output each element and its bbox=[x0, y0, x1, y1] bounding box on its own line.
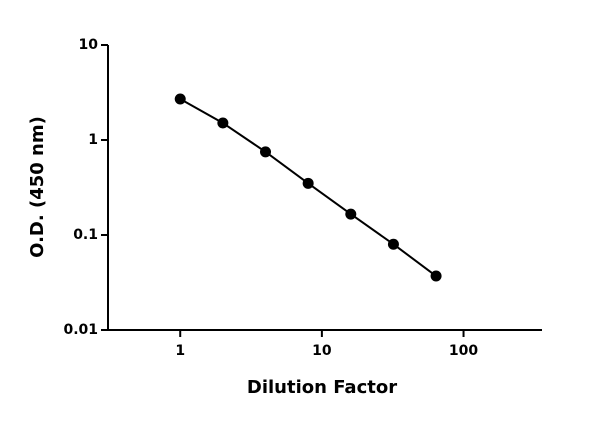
data-point bbox=[345, 208, 357, 220]
y-tick-label: 10 bbox=[79, 37, 99, 53]
data-point bbox=[387, 238, 399, 250]
y-axis-title: O.D. (450 nm) bbox=[27, 116, 48, 258]
x-tick-label: 100 bbox=[449, 343, 478, 359]
data-point bbox=[174, 93, 186, 105]
x-tick-label: 1 bbox=[175, 343, 185, 359]
x-tick-label: 10 bbox=[312, 343, 332, 359]
y-tick-label: 0.01 bbox=[63, 322, 98, 338]
data-point bbox=[217, 117, 229, 129]
x-axis-title: Dilution Factor bbox=[247, 377, 397, 398]
y-tick-label: 0.1 bbox=[73, 227, 98, 243]
data-point bbox=[260, 146, 272, 158]
data-point bbox=[430, 270, 442, 282]
data-point bbox=[302, 177, 314, 189]
y-tick-label: 1 bbox=[88, 132, 98, 148]
